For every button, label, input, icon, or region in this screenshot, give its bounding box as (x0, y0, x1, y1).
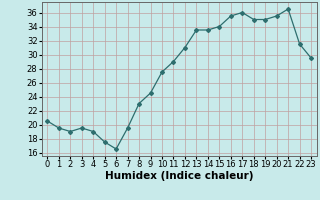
X-axis label: Humidex (Indice chaleur): Humidex (Indice chaleur) (105, 171, 253, 181)
